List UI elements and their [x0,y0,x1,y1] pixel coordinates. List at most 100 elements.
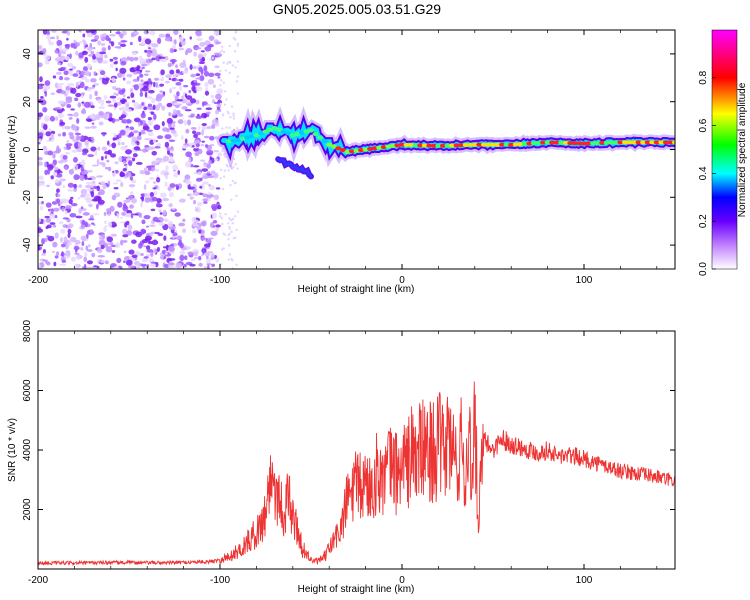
spectrogram-cell [189,193,194,196]
spectrogram-cell [164,55,169,61]
spectrogram-cell [96,203,99,210]
spectrogram-cell [150,52,159,57]
spectrogram-cell [109,241,114,246]
ridge-core-cell [362,147,369,152]
colorbar: 0.0 0.2 0.4 0.6 0.8 Normalized spectral ampl… [698,29,748,276]
ridge-core-cell [567,141,574,146]
spectrogram-cell [100,103,104,106]
spectrogram-cell [235,80,239,83]
ridge-core-cell [262,129,269,134]
spectrogram-cell [235,263,238,267]
spectrogram-cell [141,266,146,269]
spectrogram-cell [122,77,126,81]
spectrogram-cell [232,165,235,169]
spectrogram-cell [206,194,213,199]
spectrogram-cell [82,108,86,111]
spectrogram-cell [219,102,223,106]
spectrogram-cell [39,205,44,211]
spectrogram-cell [221,114,225,117]
spectrogram-cell [129,56,135,62]
spectrogram-cell [222,175,226,178]
ridge-core-cell [503,142,510,147]
spectrogram-cell [236,126,239,130]
snr-x-axis-label: Height of straight line (km) [298,584,415,595]
ridge-core-cell [608,140,615,145]
spectrogram-cell [170,208,177,213]
spectrogram-cell [165,80,170,84]
spectrogram-cell [153,191,158,196]
ridge-core-cell [549,140,556,145]
spectrogram-cell [56,39,63,47]
spectrogram-cell [56,198,61,204]
colorbar-tick-label: 0.2 [698,214,709,228]
ridge-core-cell [248,134,255,139]
spectrogram-cell [150,208,156,212]
ridge-core-cell [235,137,242,142]
spectrogram-cell [212,225,216,228]
spectrogram-cell [104,54,108,59]
spectrogram-cell [207,197,211,202]
spectrogram-cell [81,101,85,104]
spectrogram-cell [129,41,133,46]
spectrogram-cell [169,183,176,188]
spectrogram-cell [55,57,60,62]
spectrogram-cell [113,133,117,138]
spectrogram-cell [55,178,59,184]
spectrogram-cell [58,201,64,204]
spectrogram-cell [142,148,148,153]
spectrogram-cell [236,44,239,47]
spectrogram-cell [227,258,231,261]
ridge-core-cell [344,149,351,154]
spectrogram-cell [193,172,198,175]
spectrogram-cell [139,73,144,78]
spectrogram-cell [59,178,66,182]
spectrogram-cell [64,56,70,61]
spectrogram-cell [215,41,222,45]
spectrogram-cell [104,150,111,155]
ridge-core-cell [408,143,415,148]
snr-series-line [38,381,675,567]
spectrogram-cell [193,187,197,192]
spectrogram-cell [138,55,143,60]
ridge-branch-core [276,157,313,178]
spectrogram-cell [178,239,182,245]
spectrogram-cell [209,135,215,141]
spectrogram-cell [181,106,185,109]
spectrogram-cell [116,212,120,219]
spectrogram-cell [69,212,77,218]
spectrogram-cell [236,60,240,63]
spectrogram-cell [168,158,175,163]
spectrogram-cell [46,235,50,238]
spectrogram-cell [61,198,69,204]
spectrogram-cell [202,198,209,202]
ridge-core-cell [626,140,633,145]
spectrogram-cell [149,177,155,180]
spectrogram-cell [60,243,66,248]
spectrogram-cell [50,133,55,140]
spectrogram-cell [210,230,218,236]
spectrogram-cell [230,198,233,201]
spectrogram-cell [78,184,82,188]
spectrogram-cell [200,143,204,147]
spectrogram-cell [85,193,90,198]
spectrogram-cell [88,203,93,208]
spectrogram-cell [179,254,185,262]
spectrogram-cell [221,222,224,226]
spectrogram-cell [193,79,198,83]
spectrogram-cell [171,123,174,128]
spectrogram-cell [204,40,211,46]
spectrogram-cell [83,101,91,108]
spectrogram-cell [203,113,207,119]
spectrogram-cell [144,38,152,45]
spectrogram-cell [149,191,155,197]
spectrogram-cell [118,156,123,162]
spectrogram-cell [194,151,200,157]
spectrogram-cell [175,110,181,115]
spectrogram-cell [101,155,104,161]
spectrogram-cell [46,139,52,143]
spectrogram-cell [143,73,149,76]
spectrogram-cell [203,201,208,204]
spectrogram-cell [134,107,139,110]
spectrogram-cell [196,37,203,42]
spectrogram-cell [130,92,135,99]
